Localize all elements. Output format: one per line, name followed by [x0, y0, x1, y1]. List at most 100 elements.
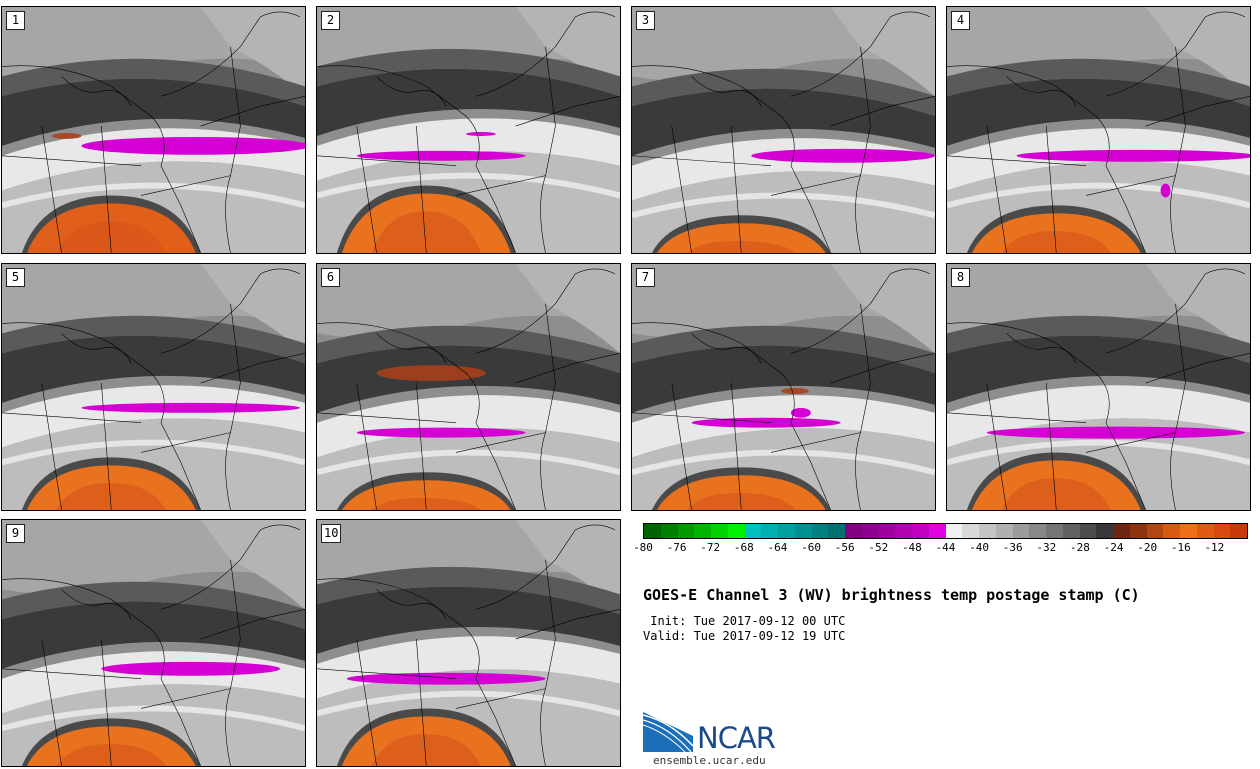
colorbar-tick: -20 [1137, 541, 1158, 554]
colorbar-tick: -24 [1103, 541, 1124, 554]
colorbar-tick: -32 [1036, 541, 1057, 554]
map-panel-8: 8 [946, 263, 1251, 511]
water-vapor-map [947, 264, 1250, 510]
map-panel-7: 7 [631, 263, 936, 511]
colorbar-tick: -76 [666, 541, 687, 554]
valid-time: Valid: Tue 2017-09-12 19 UTC [643, 629, 846, 643]
colorbar-cell [1029, 524, 1046, 538]
state-boundaries [2, 11, 305, 253]
state-boundaries [2, 524, 305, 766]
state-boundaries [947, 11, 1250, 253]
colorbar-tick: -36 [1002, 541, 1023, 554]
colorbar-cell [711, 524, 728, 538]
dry-region [781, 387, 809, 394]
panel-number: 2 [321, 11, 340, 30]
colorbar-cell [845, 524, 862, 538]
colorbar-tick: -16 [1170, 541, 1191, 554]
colorbar-cell [1230, 524, 1247, 538]
panel-number: 1 [6, 11, 25, 30]
water-vapor-map [2, 520, 305, 766]
cold-cloud-top-region [101, 661, 281, 676]
colorbar-tick: -28 [1070, 541, 1090, 554]
water-vapor-map [947, 7, 1250, 253]
dry-region [376, 365, 486, 382]
cold-cloud-top-region [691, 417, 841, 428]
cold-cloud-top-region [751, 148, 935, 163]
cold-cloud-top-region [81, 136, 305, 155]
dry-region [51, 132, 82, 139]
logo-url: ensemble.ucar.edu [653, 754, 766, 767]
state-boundaries [317, 11, 620, 253]
warm-dry-region [341, 480, 511, 510]
colorbar-cell [744, 524, 762, 538]
cold-cloud-top-region [346, 672, 546, 685]
warm-dry-region [656, 223, 826, 253]
colorbar-tick: -48 [901, 541, 922, 554]
state-boundaries [317, 268, 620, 510]
colorbar-cell [1012, 524, 1030, 538]
water-vapor-map [317, 264, 620, 510]
panel-number: 10 [321, 524, 342, 543]
colorbar-tick: -52 [868, 541, 889, 554]
water-vapor-map [2, 264, 305, 510]
panel-number: 4 [951, 11, 970, 30]
panel-number: 8 [951, 268, 970, 287]
colorbar-tick: -68 [733, 541, 754, 554]
panel-number: 5 [6, 268, 25, 287]
temperature-colorbar [643, 523, 1248, 539]
cold-cloud-top-region [986, 426, 1246, 439]
colorbar-cell [828, 524, 845, 538]
colorbar-cell [677, 524, 695, 538]
colorbar-cell [1096, 524, 1113, 538]
colorbar-tick: -60 [801, 541, 821, 554]
colorbar-tick: -64 [767, 541, 788, 554]
water-vapor-map [2, 7, 305, 253]
map-title: GOES-E Channel 3 (WV) brightness temp po… [643, 586, 1140, 604]
map-panel-5: 5 [1, 263, 306, 511]
water-vapor-map [317, 520, 620, 766]
colorbar-cell [979, 524, 996, 538]
cold-cloud-top-region [81, 402, 301, 413]
cold-cloud-top-region [790, 407, 811, 418]
colorbar-cell [794, 524, 812, 538]
state-boundaries [947, 268, 1250, 510]
cold-cloud-top-region [1016, 149, 1250, 162]
colorbar-cell [660, 524, 678, 538]
colorbar-cell [727, 524, 745, 538]
colorbar-cell [1113, 524, 1130, 538]
colorbar-cell [761, 524, 778, 538]
water-vapor-map [632, 7, 935, 253]
colorbar-cell [928, 524, 946, 538]
colorbar-cell [1213, 524, 1231, 538]
colorbar-tick: -40 [969, 541, 990, 554]
panel-number: 7 [636, 268, 655, 287]
colorbar-cell [1079, 524, 1097, 538]
colorbar-cell [895, 524, 912, 538]
cold-cloud-top-region [1160, 183, 1171, 198]
colorbar-cell [861, 524, 879, 538]
state-boundaries [632, 11, 935, 253]
state-boundaries [632, 268, 935, 510]
cold-cloud-top-region [356, 150, 526, 161]
init-time: Init: Tue 2017-09-12 00 UTC [643, 614, 846, 628]
colorbar-cell [1062, 524, 1080, 538]
colorbar-cell [945, 524, 963, 538]
colorbar-cell [1146, 524, 1164, 538]
cold-cloud-top-region [466, 131, 496, 136]
map-panel-4: 4 [946, 6, 1251, 254]
water-vapor-map [317, 7, 620, 253]
panel-number: 3 [636, 11, 655, 30]
colorbar-cell [878, 524, 896, 538]
colorbar-cell [1163, 524, 1180, 538]
colorbar-tick-labels: -80 -76 -72 -68 -64 -60 -56 -52 -48 -44 -40 -36 -32-… [633, 541, 1248, 557]
colorbar-tick: -12 [1204, 541, 1225, 554]
water-vapor-map [632, 264, 935, 510]
colorbar-cell [995, 524, 1013, 538]
colorbar-cell [1046, 524, 1063, 538]
colorbar-tick: -72 [700, 541, 721, 554]
cold-cloud-top-region [356, 427, 526, 438]
panel-number: 9 [6, 524, 25, 543]
state-boundaries [2, 268, 305, 510]
colorbar-cell [1180, 524, 1197, 538]
colorbar-cell [694, 524, 711, 538]
